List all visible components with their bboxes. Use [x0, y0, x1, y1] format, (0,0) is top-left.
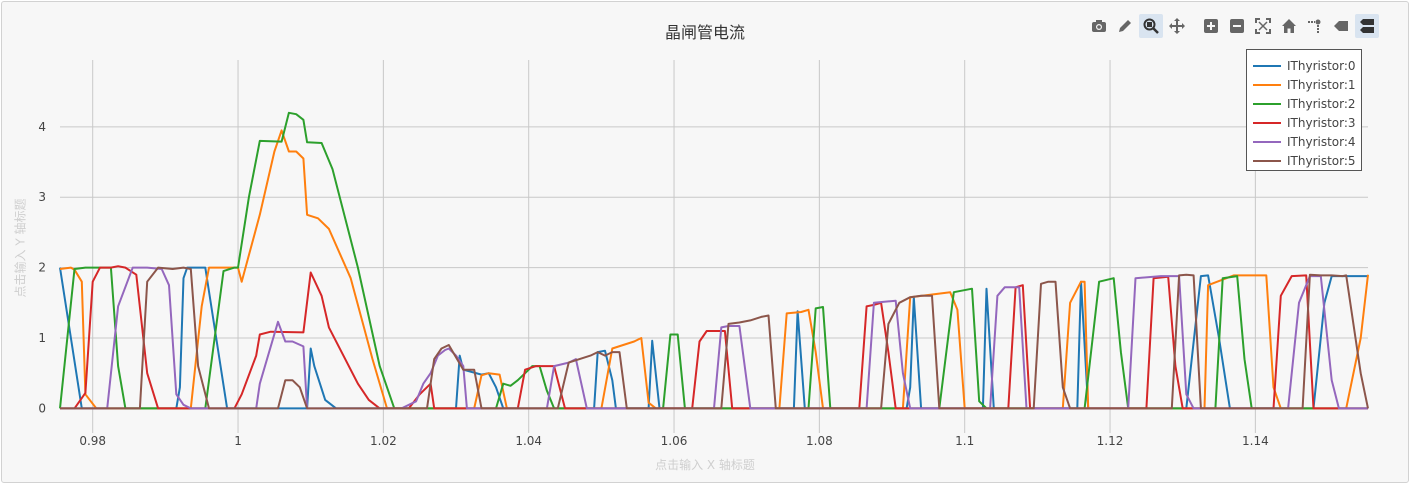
- series-line-ithyristor-5[interactable]: [60, 266, 1369, 410]
- legend-item-ithyristor-4[interactable]: IThyristor:4: [1253, 132, 1361, 151]
- hover-closest-icon[interactable]: [1329, 14, 1353, 38]
- legend-swatch: [1253, 121, 1281, 124]
- axes: 0.98 1 1.02 1.04 1.06 1.08 1.1 1.12 1.14 0 1 2 3 4: [38, 120, 1268, 448]
- pencil-icon[interactable]: [1113, 14, 1137, 38]
- legend-label: IThyristor:5: [1287, 153, 1356, 168]
- zoom-out-icon[interactable]: [1225, 14, 1249, 38]
- legend: IThyristor:0 IThyristor:1 IThyristor:2 IThy…: [1246, 49, 1362, 171]
- legend-label: IThyristor:3: [1287, 115, 1356, 130]
- x-tick-label: 1.14: [1242, 434, 1269, 448]
- x-tick-label: 0.98: [79, 434, 106, 448]
- legend-item-ithyristor-1[interactable]: IThyristor:1: [1253, 75, 1361, 94]
- x-axis-title[interactable]: 点击输入 X 轴标题: [655, 458, 755, 472]
- camera-icon[interactable]: [1087, 14, 1111, 38]
- reset-axes-icon[interactable]: [1277, 14, 1301, 38]
- x-tick-label: 1.1: [955, 434, 974, 448]
- legend-label: IThyristor:0: [1287, 58, 1356, 73]
- x-tick-label: 1.02: [370, 434, 397, 448]
- series-line-ithyristor-2[interactable]: [59, 111, 1368, 410]
- chart-title: 晶闸管电流: [664, 23, 745, 42]
- legend-item-ithyristor-3[interactable]: IThyristor:3: [1253, 113, 1361, 132]
- y-axis-title[interactable]: 点击输入 Y 轴标题: [13, 198, 28, 298]
- y-tick-label: 1: [38, 331, 46, 345]
- x-tick-label: 1.04: [515, 434, 542, 448]
- hover-compare-icon[interactable]: [1355, 14, 1379, 38]
- y-tick-label: 4: [38, 120, 46, 134]
- legend-item-ithyristor-2[interactable]: IThyristor:2: [1253, 94, 1361, 113]
- x-tick-label: 1.06: [661, 434, 688, 448]
- series-layer[interactable]: [59, 111, 1369, 410]
- autoscale-icon[interactable]: [1251, 14, 1275, 38]
- legend-swatch: [1253, 83, 1281, 86]
- y-tick-label: 3: [38, 190, 46, 204]
- legend-swatch: [1253, 159, 1281, 162]
- spike-lines-icon[interactable]: [1303, 14, 1327, 38]
- y-tick-label: 0: [38, 401, 46, 415]
- legend-swatch: [1253, 140, 1281, 143]
- modebar-toolbar: [1087, 12, 1381, 40]
- y-tick-label: 2: [38, 261, 46, 275]
- legend-item-ithyristor-5[interactable]: IThyristor:5: [1253, 151, 1361, 170]
- legend-swatch: [1253, 64, 1281, 67]
- legend-label: IThyristor:2: [1287, 96, 1356, 111]
- legend-label: IThyristor:1: [1287, 77, 1356, 92]
- series-line-ithyristor-3[interactable]: [60, 265, 1368, 410]
- x-tick-label: 1: [234, 434, 242, 448]
- x-tick-label: 1.12: [1097, 434, 1124, 448]
- series-line-ithyristor-1[interactable]: [59, 129, 1369, 410]
- legend-item-ithyristor-0[interactable]: IThyristor:0: [1253, 56, 1361, 75]
- x-tick-label: 1.08: [806, 434, 833, 448]
- legend-swatch: [1253, 102, 1281, 105]
- pan-icon[interactable]: [1165, 14, 1189, 38]
- legend-label: IThyristor:4: [1287, 134, 1356, 149]
- zoom-in-icon[interactable]: [1199, 14, 1223, 38]
- zoom-icon[interactable]: [1139, 14, 1163, 38]
- grid: [60, 60, 1368, 433]
